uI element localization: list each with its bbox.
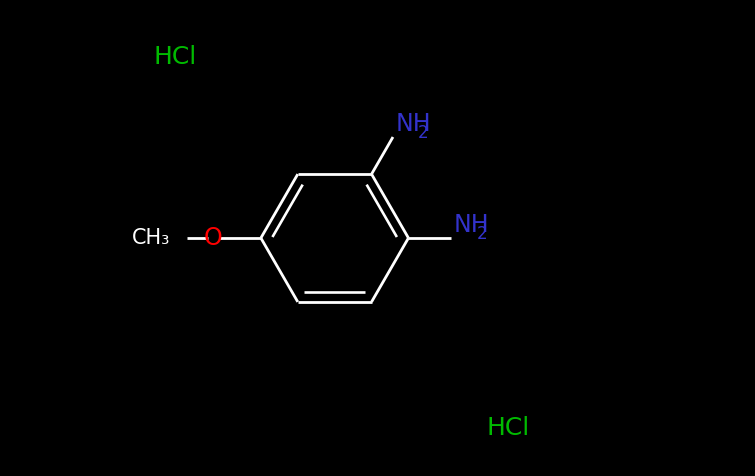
Text: HCl: HCl bbox=[154, 45, 197, 69]
Text: NH: NH bbox=[454, 213, 489, 237]
Text: CH₃: CH₃ bbox=[132, 228, 171, 248]
Text: NH: NH bbox=[396, 111, 431, 136]
Text: HCl: HCl bbox=[487, 416, 530, 440]
Text: 2: 2 bbox=[418, 124, 429, 142]
Text: O: O bbox=[204, 226, 223, 250]
Text: 2: 2 bbox=[476, 225, 487, 243]
